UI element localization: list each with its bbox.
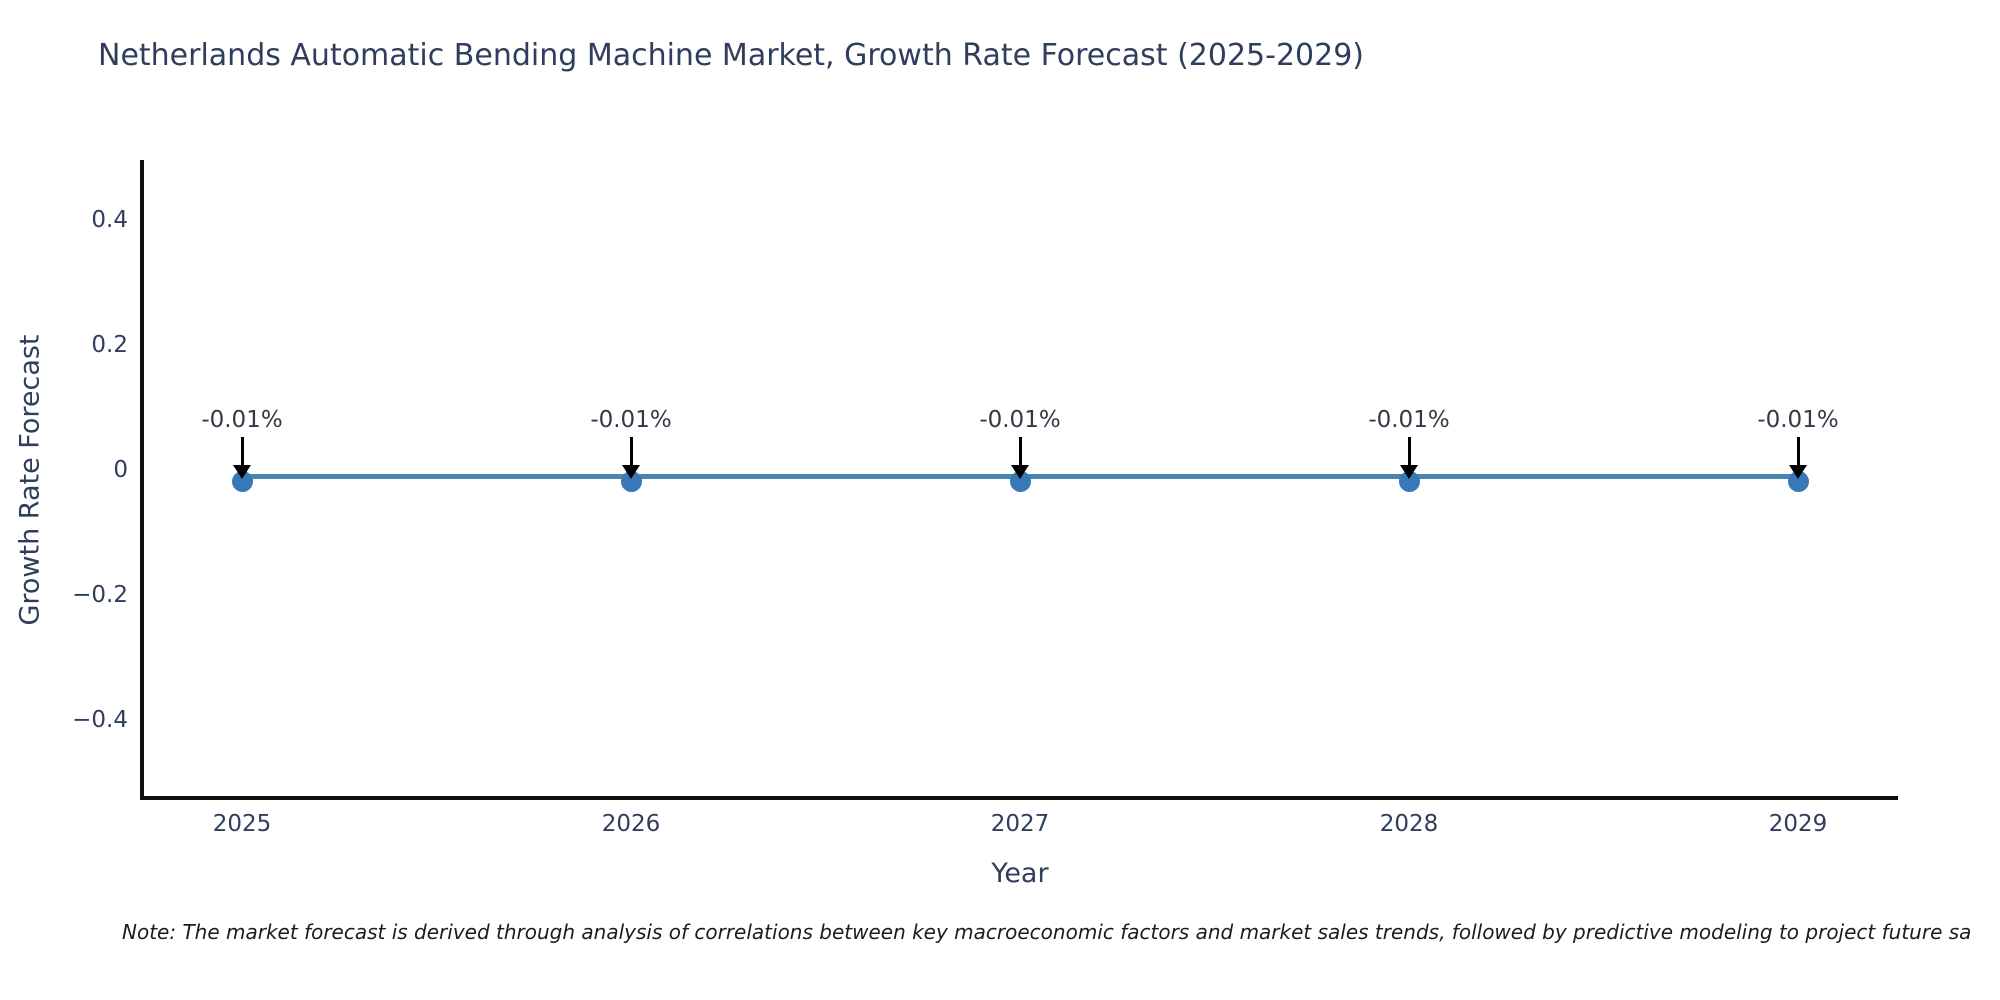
y-tick-label: −0.2 (72, 582, 128, 608)
annotation-arrowhead-icon (1011, 465, 1029, 479)
chart-title: Netherlands Automatic Bending Machine Ma… (98, 38, 1364, 73)
data-line-segment (631, 473, 1020, 479)
x-tick-label: 2029 (1768, 811, 1828, 837)
annotation-label: -0.01% (201, 407, 283, 433)
plot-area (140, 160, 1898, 800)
y-tick-label: 0 (113, 457, 128, 483)
x-tick-label: 2025 (212, 811, 272, 837)
data-line-segment (1020, 473, 1409, 479)
y-tick-label: 0.2 (91, 332, 128, 358)
y-tick-label: 0.4 (91, 207, 128, 233)
annotation-label: -0.01% (590, 407, 672, 433)
data-line-segment (1409, 473, 1798, 479)
x-tick-label: 2027 (990, 811, 1050, 837)
annotation-arrowhead-icon (1400, 465, 1418, 479)
x-tick-label: 2026 (601, 811, 661, 837)
x-tick-label: 2028 (1379, 811, 1439, 837)
annotation-label: -0.01% (1368, 407, 1450, 433)
annotation-arrow-line (1796, 437, 1800, 467)
y-tick-label: −0.4 (72, 707, 128, 733)
annotation-arrowhead-icon (1789, 465, 1807, 479)
annotation-arrowhead-icon (233, 465, 251, 479)
chart-note: Note: The market forecast is derived thr… (122, 920, 1972, 944)
x-axis-title: Year (991, 858, 1049, 889)
annotation-arrow-line (1018, 437, 1022, 467)
annotation-arrowhead-icon (622, 465, 640, 479)
annotation-arrow-line (1407, 437, 1411, 467)
annotation-arrow-line (240, 437, 244, 467)
annotation-label: -0.01% (1757, 407, 1839, 433)
annotation-label: -0.01% (979, 407, 1061, 433)
annotation-arrow-line (629, 437, 633, 467)
data-line-segment (242, 473, 631, 479)
